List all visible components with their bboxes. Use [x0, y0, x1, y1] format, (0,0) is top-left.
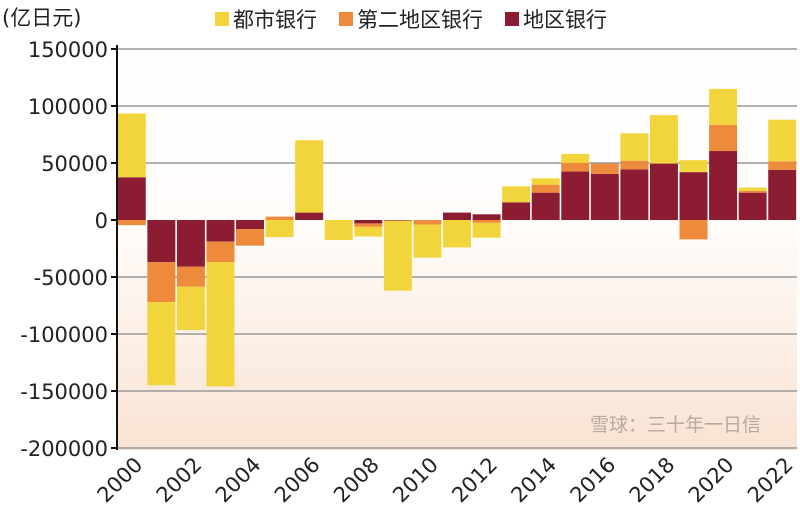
bar-2017-地区银行 — [620, 169, 649, 220]
y-tick-label: -200000 — [20, 437, 108, 461]
bar-2010-都市银行 — [413, 224, 442, 258]
legend-item-second-regional-banks: 第二地区银行 — [339, 4, 483, 34]
legend-item-city-banks: 都市银行 — [215, 4, 317, 34]
bar-2007-都市银行 — [324, 220, 353, 240]
bar-2009-都市银行 — [383, 220, 412, 291]
bar-2003-第二地区银行 — [206, 241, 235, 263]
bar-2004-第二地区银行 — [236, 229, 265, 246]
bar-2005-都市银行 — [265, 220, 294, 238]
bar-2022-第二地区银行 — [768, 161, 797, 170]
bar-2017-都市银行 — [620, 133, 649, 161]
watermark: 雪球：三十年一日信 — [590, 414, 762, 436]
bar-2012-地区银行 — [472, 214, 501, 220]
bar-2018-地区银行 — [649, 163, 678, 220]
x-tick-label: 2006 — [270, 453, 325, 506]
x-tick-label: 2020 — [684, 453, 739, 506]
unit-label: (亿日元) — [2, 6, 82, 30]
bar-2020-第二地区银行 — [709, 124, 738, 152]
bar-2008-都市银行 — [354, 226, 383, 237]
y-tick-label: 150000 — [28, 38, 108, 62]
bar-2014-都市银行 — [531, 178, 560, 185]
x-tick-label: 2012 — [447, 453, 502, 506]
bar-2021-地区银行 — [738, 192, 767, 220]
bar-2018-都市银行 — [649, 115, 678, 164]
bar-2015-第二地区银行 — [561, 163, 590, 172]
bar-2000-地区银行 — [117, 177, 146, 220]
bar-2014-地区银行 — [531, 192, 560, 220]
bar-2019-地区银行 — [679, 172, 708, 220]
bar-2020-地区银行 — [709, 151, 738, 220]
x-tick-label: 2022 — [743, 453, 798, 506]
legend-swatch — [505, 12, 519, 26]
bar-2002-地区银行 — [176, 220, 205, 267]
bar-2005-第二地区银行 — [265, 216, 294, 220]
x-tick-label: 2010 — [388, 453, 443, 506]
y-tick-label: -50000 — [34, 266, 108, 290]
bar-2006-都市银行 — [295, 140, 324, 213]
bar-2009-地区银行 — [383, 220, 412, 221]
bar-2002-都市银行 — [176, 286, 205, 331]
legend-label: 都市银行 — [233, 8, 317, 32]
bar-2004-地区银行 — [236, 220, 265, 230]
legend-swatch — [339, 12, 353, 26]
bar-2022-都市银行 — [768, 119, 797, 162]
y-tick-label: 50000 — [41, 152, 108, 176]
legend-item-regional-banks: 地区银行 — [505, 4, 607, 34]
bar-2012-第二地区银行 — [472, 220, 501, 223]
bar-2021-第二地区银行 — [738, 190, 767, 193]
y-tick-label: 0 — [95, 209, 108, 233]
x-tick-label: 2016 — [566, 453, 621, 506]
bar-2000-都市银行 — [117, 113, 146, 178]
x-tick-label: 2014 — [506, 453, 561, 506]
bar-2016-第二地区银行 — [590, 163, 619, 174]
bar-2000-第二地区银行 — [117, 220, 146, 226]
legend-swatch — [215, 12, 229, 26]
bar-2002-第二地区银行 — [176, 266, 205, 287]
x-tick-label: 2002 — [152, 453, 207, 506]
bar-2021-都市银行 — [738, 187, 767, 191]
x-tick-label: 2018 — [625, 453, 680, 506]
bar-2001-地区银行 — [147, 220, 176, 263]
bar-2008-第二地区银行 — [354, 223, 383, 227]
bar-2019-都市银行 — [679, 160, 708, 173]
y-tick-label: 100000 — [28, 95, 108, 119]
bar-2008-地区银行 — [354, 220, 383, 224]
bar-2017-第二地区银行 — [620, 160, 649, 170]
bar-2022-地区银行 — [768, 169, 797, 220]
bar-2011-地区银行 — [443, 212, 471, 220]
y-tick-label: -150000 — [20, 380, 108, 404]
bar-2001-第二地区银行 — [147, 262, 176, 303]
legend: 都市银行 第二地区银行 地区银行 — [215, 4, 607, 34]
y-tick-label: -100000 — [20, 323, 108, 347]
x-tick-label: 2004 — [211, 453, 266, 506]
bar-2006-地区银行 — [295, 212, 324, 220]
bar-2015-都市银行 — [561, 153, 590, 163]
bar-2013-地区银行 — [502, 202, 531, 220]
bar-2011-都市银行 — [443, 220, 471, 248]
bar-2019-第二地区银行 — [679, 220, 708, 240]
bar-2013-都市银行 — [502, 186, 531, 203]
bar-2001-都市银行 — [147, 302, 176, 386]
bar-2003-地区银行 — [206, 220, 235, 242]
bar-2012-都市银行 — [472, 222, 501, 238]
x-tick-label: 2008 — [329, 453, 384, 506]
bar-2014-第二地区银行 — [531, 184, 560, 193]
bar-2015-地区银行 — [561, 171, 590, 220]
bar-2003-都市银行 — [206, 262, 235, 387]
bar-2010-第二地区银行 — [413, 220, 442, 225]
legend-label: 第二地区银行 — [357, 8, 483, 32]
bar-2016-地区银行 — [590, 173, 619, 220]
bar-2020-都市银行 — [709, 88, 738, 125]
legend-label: 地区银行 — [523, 8, 607, 32]
